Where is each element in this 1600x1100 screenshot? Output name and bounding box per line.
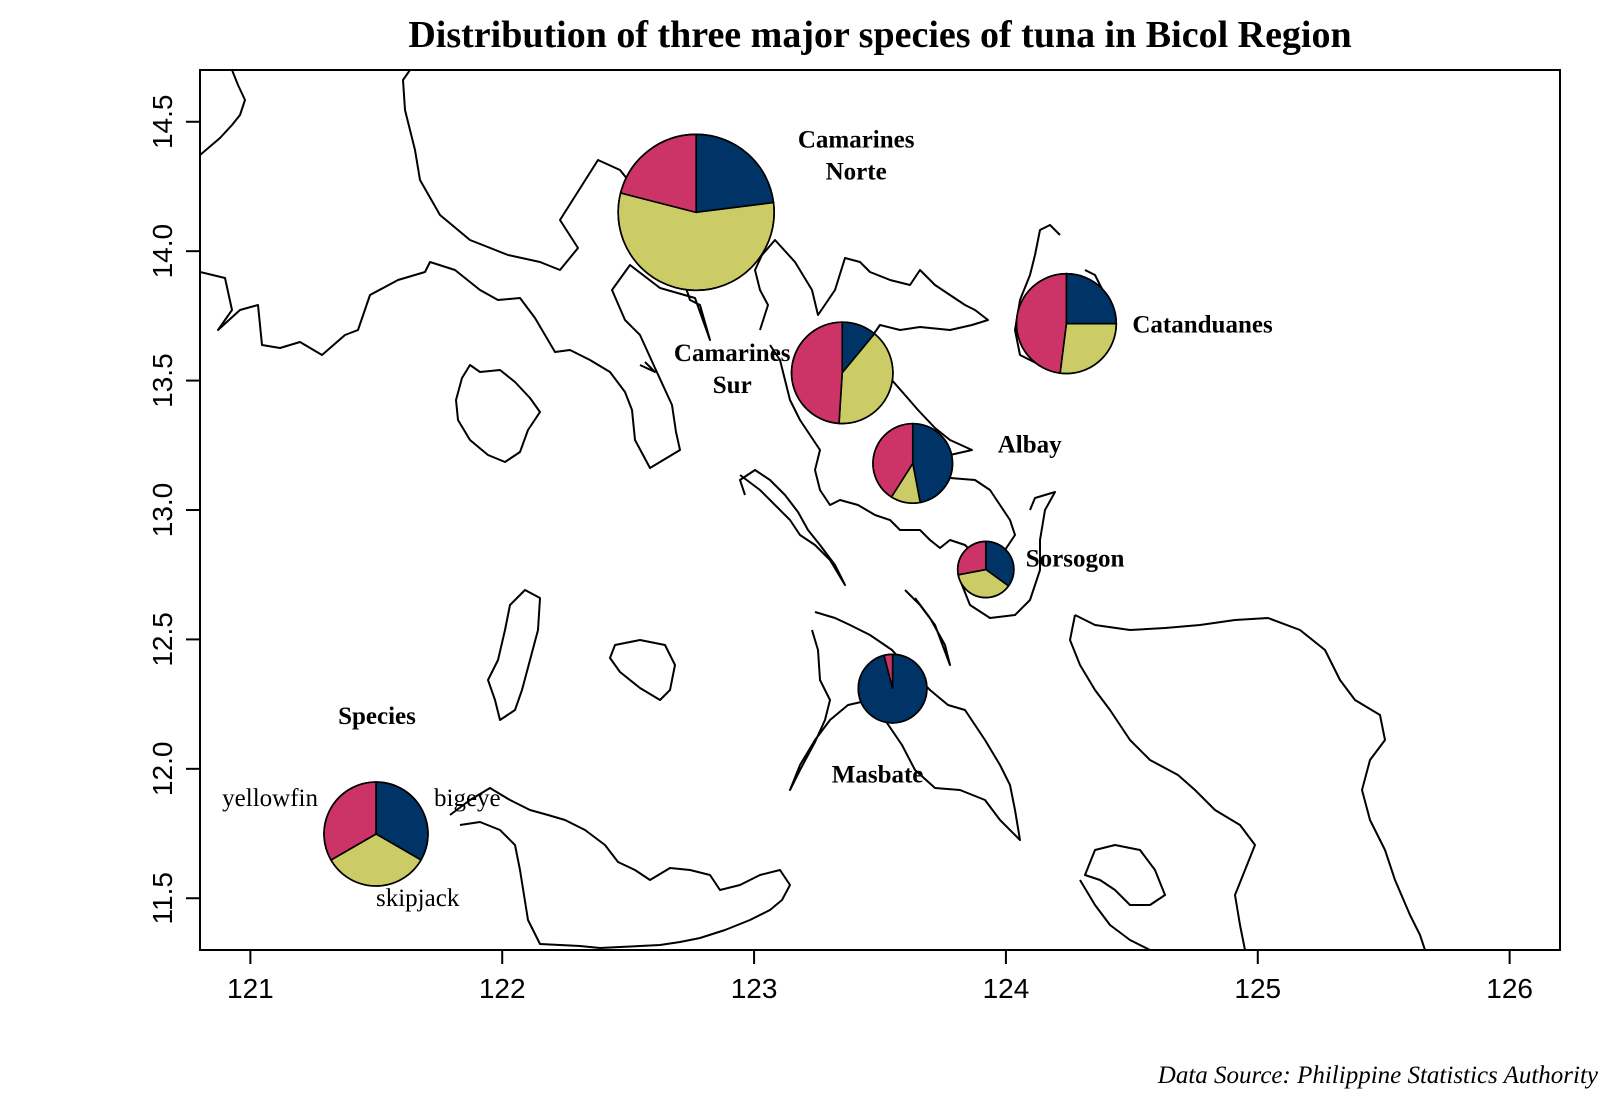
coast-samar [1069, 614, 1426, 950]
province-label-sorsogon: Sorsogon [1026, 546, 1125, 573]
pie-catanduanes-slice-skipjack [1059, 322, 1118, 375]
coast-ticao [904, 589, 951, 666]
y-tick-label: 12.5 [147, 612, 178, 667]
legend-title: Species [338, 703, 416, 730]
legend-pie-outline [323, 781, 429, 887]
y-tick-label: 14.5 [147, 95, 178, 150]
pie-sorsogon-outline [956, 540, 1015, 599]
coast-marinduque [455, 364, 541, 463]
coast-camarines-peninsula [639, 239, 1016, 561]
pie-camarines-norte-slice-bigeye [695, 133, 775, 214]
x-tick-label: 122 [479, 973, 526, 1004]
pie-masbate: Masbate [832, 653, 928, 789]
province-label-masbate: Masbate [832, 762, 924, 789]
province-pies: Camarines Norte Camarines Sur Catanduanes Alb… [617, 126, 1273, 789]
province-label-albay: Albay [998, 431, 1062, 458]
chart-title: Distribution of three major species of t… [408, 14, 1351, 56]
y-tick-label: 11.5 [147, 872, 178, 924]
pie-camarines-norte-outline [617, 133, 775, 292]
pie-catanduanes-outline [1015, 272, 1118, 375]
x-tick-label: 123 [731, 973, 778, 1004]
legend-pie [323, 781, 429, 887]
province-label-camarines-norte: Norte [826, 158, 887, 185]
coast-burias [739, 469, 846, 586]
coast-panay-north [449, 787, 791, 949]
y-tick-label: 14.0 [147, 224, 178, 278]
y-tick-label: 13.0 [147, 483, 178, 538]
coast-luzon-west [200, 70, 246, 156]
coast-mindoro-small [609, 639, 676, 701]
species-legend: Species yellowfin bigeye skipjack [222, 703, 500, 912]
pie-albay: Albay [872, 422, 1062, 504]
coast-sorsogon-tip [959, 491, 1056, 619]
province-label-catanduanes: Catanduanes [1132, 312, 1273, 339]
x-tick-label: 126 [1486, 973, 1533, 1004]
x-tick-label: 121 [227, 973, 274, 1004]
pie-masbate-outline [857, 653, 928, 724]
y-axis: 11.5 12.0 12.5 13.0 13.5 14.0 14.5 [147, 95, 200, 924]
pie-camarines-sur: Camarines Sur [674, 321, 894, 425]
legend-label-skipjack: skipjack [376, 885, 460, 912]
pie-camarines-sur-slice-yellowfin [790, 321, 844, 425]
legend-label-yellowfin: yellowfin [222, 785, 318, 812]
pie-camarines-norte: Camarines Norte [617, 126, 915, 292]
province-label-camarines-norte: Camarines [798, 126, 915, 153]
pie-catanduanes: Catanduanes [1015, 272, 1273, 375]
pie-camarines-sur-outline [790, 321, 894, 425]
coast-luzon-south [200, 70, 711, 469]
y-tick-label: 13.5 [147, 353, 178, 408]
province-label-camarines-sur: Sur [713, 372, 752, 399]
data-source-caption: Data Source: Philippine Statistics Autho… [1157, 1062, 1599, 1089]
legend-label-bigeye: bigeye [434, 785, 501, 812]
pie-sorsogon-slice-yellowfin [956, 540, 987, 576]
coast-biliran [1079, 879, 1151, 950]
x-tick-label: 125 [1234, 973, 1281, 1004]
y-tick-label: 12.0 [147, 742, 178, 797]
coast-masbate [789, 611, 1021, 841]
pie-sorsogon: Sorsogon [956, 540, 1125, 599]
pie-albay-outline [872, 422, 954, 504]
x-tick-label: 124 [983, 973, 1030, 1004]
x-axis: 121 122 123 124 125 126 [227, 950, 1533, 1004]
coast-leyte-north [1084, 844, 1166, 906]
coast-tablas [487, 589, 541, 721]
province-label-camarines-sur: Camarines [674, 340, 791, 367]
